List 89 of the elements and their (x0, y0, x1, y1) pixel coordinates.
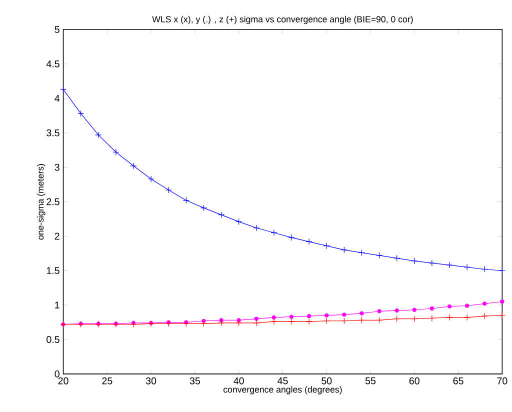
point (428, 314, 436, 322)
point (412, 308, 416, 312)
y-tick-label: 0 (54, 370, 60, 378)
point (446, 314, 453, 321)
point (340, 317, 348, 324)
y-tick-label: 1 (55, 302, 60, 308)
point (182, 196, 190, 204)
point (200, 204, 207, 212)
chart-title: WLS x (x), y (.) , z (+) sigma vs convergence angle (BIE=90, 0 cor) (152, 16, 413, 24)
y-tick-label: 4.5 (46, 60, 60, 68)
point (253, 224, 260, 231)
point (200, 320, 207, 327)
point (323, 242, 330, 249)
point (306, 314, 312, 318)
point (130, 162, 137, 169)
point (411, 315, 418, 322)
point (377, 309, 382, 314)
point (498, 267, 506, 274)
point (360, 311, 364, 316)
point (324, 313, 329, 318)
point (270, 229, 278, 236)
x-tick-label: 70 (497, 377, 508, 384)
point (289, 314, 294, 319)
x-tick-label: 35 (190, 377, 200, 384)
y-tick-label: 2 (54, 232, 60, 240)
point (253, 320, 260, 326)
point (447, 304, 452, 308)
point (482, 301, 487, 306)
point (254, 316, 258, 321)
y-tick-label: 0.5 (46, 336, 60, 343)
point (481, 266, 488, 272)
point (306, 238, 312, 245)
x-tick-label: 30 (146, 377, 156, 384)
point (95, 132, 102, 138)
x-tick-label: 60 (409, 377, 420, 384)
y-tick-label: 5 (54, 26, 60, 33)
point (394, 254, 400, 262)
point (428, 260, 436, 266)
x-tick-label: 55 (365, 377, 376, 384)
point (394, 308, 399, 312)
point (376, 316, 383, 324)
point (112, 148, 120, 156)
point (236, 218, 242, 225)
y-axis-title: one-sigma (meters) (37, 164, 46, 240)
x-tick-label: 65 (453, 377, 464, 384)
point (376, 252, 383, 259)
point (430, 306, 434, 310)
x-axis-title: convergence angles (degrees) (223, 386, 342, 394)
point (358, 316, 365, 324)
point (272, 315, 276, 320)
y-tick-label: 3.5 (46, 129, 60, 136)
point (236, 318, 241, 322)
point (394, 315, 400, 322)
point (464, 314, 470, 321)
x-tick-label: 20 (58, 377, 68, 384)
point (500, 299, 504, 304)
point (342, 312, 346, 317)
point (165, 320, 172, 327)
x-tick-label: 25 (102, 377, 112, 384)
point (464, 304, 470, 308)
y-tick-label: 1.5 (46, 267, 60, 274)
point (218, 320, 225, 326)
point (219, 318, 224, 322)
point (306, 318, 312, 325)
point (481, 312, 488, 320)
point (358, 249, 365, 256)
point (148, 176, 154, 182)
point (498, 312, 506, 318)
point (236, 320, 242, 326)
y-tick-label: 2.5 (46, 198, 60, 206)
point (165, 186, 172, 194)
point (60, 86, 67, 93)
point (288, 234, 295, 241)
point (130, 320, 137, 328)
point (78, 110, 84, 117)
point (323, 317, 330, 324)
x-tick-label: 50 (322, 377, 332, 384)
point (464, 264, 470, 270)
point (446, 262, 453, 268)
point (288, 318, 295, 325)
point (340, 246, 348, 254)
x-tick-label: 40 (234, 377, 244, 384)
point (411, 258, 418, 264)
y-tick-label: 4 (54, 94, 60, 102)
x-tick-label: 45 (278, 377, 288, 384)
point (182, 320, 190, 327)
y-tick-label: 3 (54, 164, 60, 171)
point (270, 318, 278, 325)
point (218, 211, 225, 218)
